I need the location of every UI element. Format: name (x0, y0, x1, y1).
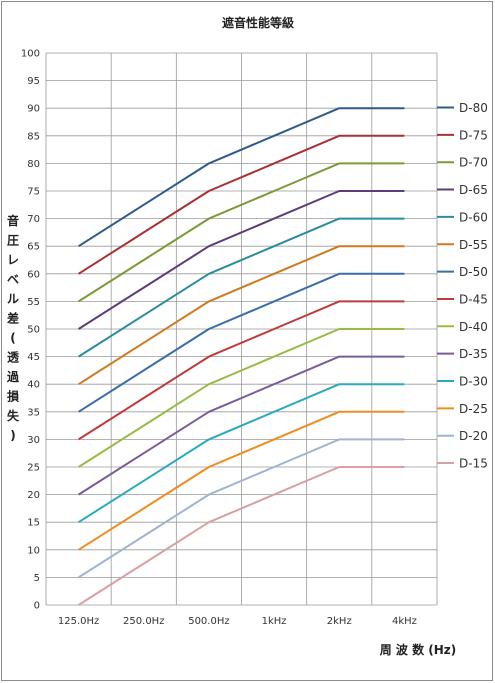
series-lines (78, 107, 405, 606)
y-tick-label: 80 (27, 159, 40, 170)
legend-label: D-55 (459, 238, 488, 252)
x-tick-label: 125.0Hz (58, 616, 99, 627)
series-line (78, 272, 405, 413)
y-tick-label: 15 (27, 518, 40, 529)
y-tick-label: 45 (27, 352, 40, 363)
legend-label: D-25 (459, 402, 488, 416)
y-tick-label: 10 (27, 545, 40, 556)
y-tick-label: 100 (21, 49, 40, 60)
y-tick-label: 25 (27, 463, 40, 474)
series-line (78, 134, 405, 275)
y-tick-label: 5 (34, 573, 40, 584)
x-tick-label: 500.0Hz (188, 616, 229, 627)
legend-label: D-80 (459, 101, 488, 115)
series-line (78, 466, 405, 606)
x-tick-label: 250.0Hz (123, 616, 164, 627)
series-line (78, 217, 405, 358)
y-axis-label-char: レ (7, 253, 19, 267)
y-tick-label: 65 (27, 242, 40, 253)
y-axis-label-char: 損 (7, 389, 20, 404)
legend: D-80 D-75 D-70 D-65 D-60 D-55 D-50 D-45 D-40 D-35… (437, 101, 488, 471)
y-axis-label-char: 失 (7, 408, 20, 423)
y-axis-label-char: ( (10, 331, 15, 345)
y-tick-label: 60 (27, 269, 40, 280)
y-tick-label: 0 (34, 601, 40, 612)
y-tick-label: 20 (27, 490, 40, 501)
y-axis-label-char: ) (10, 429, 15, 443)
y-tick-labels: 0 5 10 15 20 25 30 35 40 45 50 55 60 65 70 75 80 85 90 95 10… (21, 49, 40, 612)
series-line (78, 245, 405, 386)
series-line (78, 383, 405, 524)
y-tick-label: 70 (27, 214, 40, 225)
series-line (78, 162, 405, 303)
y-tick-label: 55 (27, 297, 40, 308)
series-line (78, 355, 405, 496)
series-line (78, 410, 405, 551)
x-tick-labels: 125.0Hz 250.0Hz 500.0Hz 1kHz 2kHz 4kHz (58, 616, 417, 627)
y-tick-label: 50 (27, 325, 40, 336)
legend-label: D-30 (459, 375, 488, 389)
legend-label: D-60 (459, 210, 488, 224)
series-line (78, 438, 405, 579)
y-axis-label-char: 音 (7, 213, 19, 228)
y-tick-label: 85 (27, 131, 40, 142)
y-axis-label-char: 透 (7, 351, 20, 365)
y-axis-label-char: 差 (6, 311, 19, 326)
x-tick-label: 4kHz (392, 616, 417, 627)
series-line (78, 300, 405, 441)
legend-label: D-40 (459, 320, 488, 334)
y-tick-label: 75 (27, 187, 40, 198)
y-tick-label: 35 (27, 407, 40, 418)
y-tick-label: 90 (27, 104, 40, 115)
legend-label: D-65 (459, 183, 488, 197)
y-axis-label-char: ル (7, 292, 19, 306)
series-line (78, 190, 405, 330)
legend-label: D-70 (459, 156, 488, 170)
x-tick-label: 2kHz (327, 616, 352, 627)
y-tick-label: 95 (27, 76, 40, 87)
y-tick-label: 30 (27, 435, 40, 446)
legend-label: D-45 (459, 292, 488, 306)
y-tick-label: 40 (27, 380, 40, 391)
legend-label: D-50 (459, 265, 488, 279)
legend-label: D-35 (459, 347, 488, 361)
x-axis-label: 周 波 数 (Hz) (380, 642, 457, 657)
series-line (78, 107, 405, 248)
y-axis-label-char: ベ (7, 273, 19, 287)
legend-label: D-20 (459, 429, 488, 443)
legend-label: D-15 (459, 457, 488, 471)
chart-title: 遮音性能等級 (222, 15, 294, 30)
y-axis-label-char: 過 (6, 369, 20, 384)
x-tick-label: 1kHz (262, 616, 287, 627)
series-line (78, 328, 405, 468)
y-axis-label-char: 圧 (7, 234, 19, 248)
legend-label: D-75 (459, 128, 488, 142)
